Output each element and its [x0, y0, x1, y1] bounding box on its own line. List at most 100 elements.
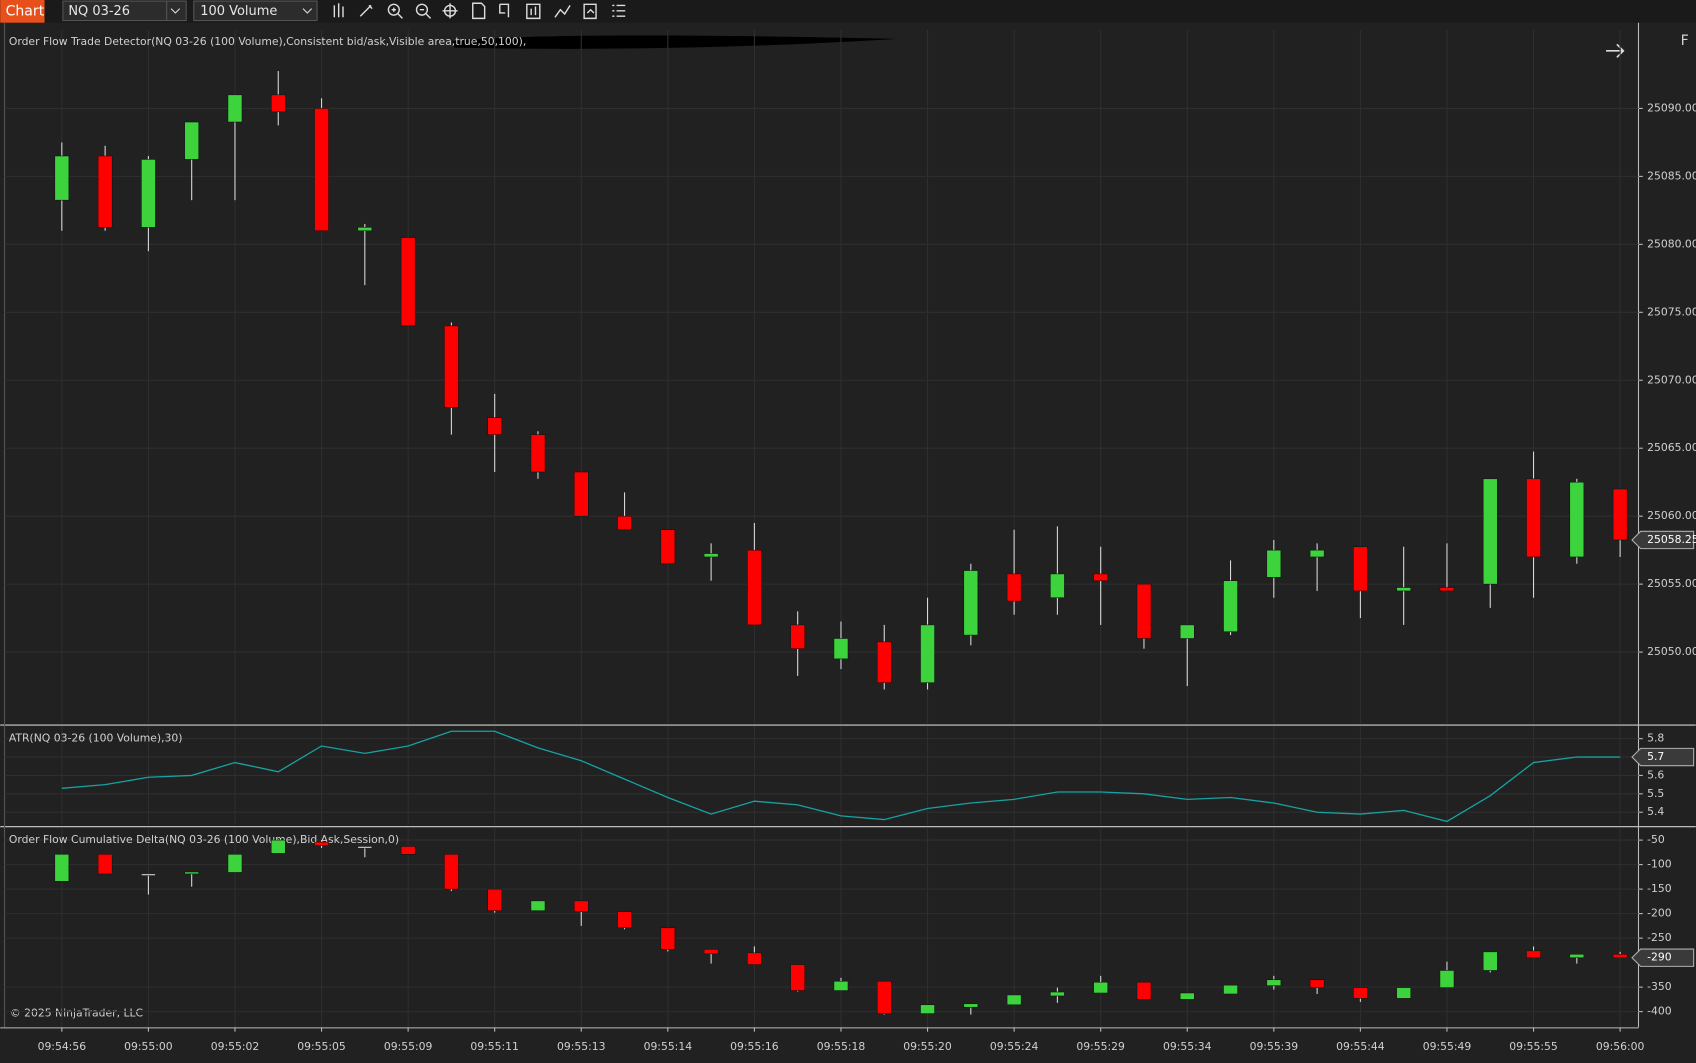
y-tick-label: 25090.00	[1647, 101, 1696, 114]
y-tick-label: -250	[1647, 931, 1672, 944]
x-tick-label: 09:55:14	[644, 1040, 693, 1053]
x-tick-label: 09:55:00	[124, 1040, 173, 1053]
x-tick-label: 09:55:39	[1250, 1040, 1299, 1053]
toolbar-icons[interactable]	[333, 2, 626, 20]
y-tick-label: 5.8	[1647, 732, 1664, 745]
last-value-marker	[1631, 530, 1695, 550]
last-value-label: 5.7	[1647, 750, 1664, 763]
candle-body	[270, 839, 286, 854]
toolbar	[0, 0, 1696, 23]
candle-body	[1223, 580, 1238, 632]
panel-title: ATR(NQ 03-26 (100 Volume),30)	[9, 732, 183, 745]
candle-body	[876, 980, 892, 1014]
candle-body	[1093, 981, 1108, 994]
candle-body	[444, 854, 459, 890]
y-tick-label: 25065.00	[1647, 441, 1696, 454]
candle-body	[530, 900, 546, 911]
corner-label: F	[1681, 33, 1689, 49]
instrument-select[interactable]	[62, 0, 187, 22]
y-tick-label: 25070.00	[1647, 373, 1696, 386]
candle-body	[314, 108, 329, 232]
x-tick-label: 09:55:44	[1336, 1040, 1385, 1053]
candle-body	[703, 949, 719, 955]
candle-body	[1179, 992, 1195, 1000]
candle-body	[1136, 981, 1152, 1000]
x-tick-label: 09:55:49	[1423, 1040, 1472, 1053]
x-tick-label: 09:55:13	[557, 1040, 606, 1053]
candle-body	[747, 549, 762, 626]
candle-body	[660, 529, 676, 565]
candle-body	[54, 854, 70, 882]
candle-body	[1439, 587, 1455, 592]
y-tick-label: -400	[1647, 1005, 1672, 1018]
panel: 25050.00 25055.00 25060.00 25065.00 25070.00…	[4, 30, 1696, 724]
candle-body	[1179, 624, 1195, 639]
instrument-label: NQ 03-26	[68, 4, 130, 19]
candle-body	[54, 155, 70, 201]
x-tick-label: 09:55:24	[990, 1040, 1039, 1053]
candle-body	[1396, 987, 1411, 999]
y-tick-label: 25080.00	[1647, 237, 1696, 250]
chart-tab-label: Chart	[6, 3, 45, 19]
candle-body	[314, 841, 329, 846]
candle-body	[1612, 954, 1628, 958]
candle-body	[1569, 481, 1585, 558]
candle-body	[227, 854, 243, 873]
candle-body	[1353, 987, 1368, 999]
candle-body	[573, 900, 589, 912]
y-tick-label: 25060.00	[1647, 509, 1696, 522]
candle-body	[790, 964, 805, 991]
dropdown-arrow	[302, 8, 313, 14]
candle-body	[963, 570, 979, 636]
candle-body	[1309, 979, 1325, 988]
x-tick-label: 09:55:05	[297, 1040, 345, 1053]
candle-body	[1396, 587, 1411, 592]
x-tick-label: 09:55:02	[211, 1040, 259, 1053]
interval-select[interactable]	[193, 0, 318, 22]
candle-body	[920, 624, 935, 683]
x-tick-label: 09:55:20	[903, 1040, 952, 1053]
redaction	[452, 35, 898, 49]
candle-body	[1050, 991, 1065, 997]
candle-body	[487, 417, 502, 435]
copyright: © 2025 NinjaTrader, LLC	[10, 1006, 143, 1019]
candle-body	[1006, 994, 1022, 1006]
candle-body	[703, 553, 719, 558]
candle-body	[487, 888, 502, 911]
x-tick-label: 09:55:34	[1163, 1040, 1212, 1053]
candle-body	[1526, 478, 1541, 558]
chart-tab[interactable]	[0, 0, 45, 23]
y-tick-label: -150	[1647, 882, 1672, 895]
last-value-marker	[1631, 948, 1695, 967]
x-tick-label: 09:55:09	[384, 1040, 433, 1053]
candle-body	[1569, 954, 1585, 958]
candle-body	[833, 980, 849, 991]
x-tick-label: 09:55:18	[817, 1040, 866, 1053]
y-tick-label: 25055.00	[1647, 577, 1696, 590]
candle-body	[444, 325, 459, 408]
y-tick-label: 25085.00	[1647, 169, 1696, 182]
y-tick-label: 5.5	[1647, 787, 1664, 800]
x-tick-label: 09:55:55	[1509, 1040, 1558, 1053]
candle-body	[617, 515, 632, 531]
candle-body	[270, 94, 286, 113]
candle-body	[227, 94, 243, 123]
candle-body	[400, 846, 416, 855]
candle-body	[1439, 970, 1455, 988]
panel-title: Order Flow Cumulative Delta(NQ 03-26 (10…	[9, 833, 399, 846]
y-tick-label: 25050.00	[1647, 645, 1696, 658]
y-tick-label: -50	[1647, 833, 1665, 846]
candle-body	[617, 911, 632, 929]
candle-body	[1612, 488, 1628, 541]
x-tick-label: 09:55:16	[730, 1040, 779, 1053]
candle-body	[141, 873, 156, 876]
candle-body	[1266, 979, 1282, 986]
panel: 5.4 5.5 5.6 5.7 5.8 ATR(NQ 03-26 (100 Volume)…	[4, 726, 1695, 826]
y-tick-label: 5.4	[1647, 805, 1664, 818]
candle-body	[1223, 984, 1238, 995]
candle-body	[833, 638, 849, 660]
candle-body	[97, 155, 113, 228]
candle-body	[97, 854, 113, 875]
